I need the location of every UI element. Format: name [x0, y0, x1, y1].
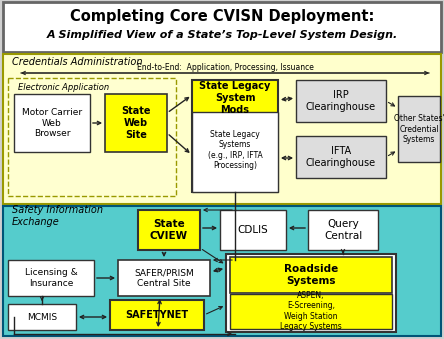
Bar — [192, 112, 278, 192]
Text: Credentials Administration: Credentials Administration — [12, 57, 143, 67]
Text: A Simplified View of a State’s Top-Level System Design.: A Simplified View of a State’s Top-Level… — [46, 30, 398, 40]
Bar — [230, 257, 392, 293]
Bar — [3, 206, 441, 336]
Text: State
Web
Site: State Web Site — [121, 106, 151, 140]
Bar — [138, 210, 200, 250]
Bar — [3, 2, 441, 52]
Bar — [14, 94, 90, 152]
Text: State
CVIEW: State CVIEW — [150, 219, 188, 241]
Bar — [3, 54, 441, 204]
Text: Query
Central: Query Central — [324, 219, 362, 241]
Text: Safety Information
Exchange: Safety Information Exchange — [12, 205, 103, 227]
Bar — [8, 304, 76, 330]
Text: CDLIS: CDLIS — [238, 225, 268, 235]
Text: IFTA
Clearinghouse: IFTA Clearinghouse — [306, 146, 376, 168]
Text: Licensing &
Insurance: Licensing & Insurance — [24, 268, 77, 288]
Bar — [308, 210, 378, 250]
Bar — [230, 294, 392, 329]
Text: State Legacy
System
Mods: State Legacy System Mods — [199, 81, 271, 115]
Text: Roadside
Systems: Roadside Systems — [284, 264, 338, 286]
Text: End-to-End:  Application, Processing, Issuance: End-to-End: Application, Processing, Iss… — [137, 63, 313, 73]
Text: Completing Core CVISN Deployment:: Completing Core CVISN Deployment: — [70, 8, 374, 23]
Bar — [118, 260, 210, 296]
Bar — [296, 80, 386, 122]
Bar — [105, 94, 167, 152]
Bar — [8, 78, 176, 196]
Bar — [192, 80, 278, 192]
Text: IRP
Clearinghouse: IRP Clearinghouse — [306, 90, 376, 112]
Text: SAFER/PRISM
Central Site: SAFER/PRISM Central Site — [134, 268, 194, 288]
Bar — [226, 254, 396, 332]
Text: State Legacy
Systems
(e.g., IRP, IFTA
Processing): State Legacy Systems (e.g., IRP, IFTA Pr… — [208, 130, 262, 170]
Bar — [8, 260, 94, 296]
Text: Electronic Application: Electronic Application — [18, 82, 109, 92]
Text: MCMIS: MCMIS — [27, 313, 57, 321]
Text: SAFETYNET: SAFETYNET — [126, 310, 189, 320]
Bar — [296, 136, 386, 178]
Text: Motor Carrier
Web
Browser: Motor Carrier Web Browser — [22, 108, 82, 138]
Bar — [398, 96, 440, 162]
Text: ASPEN,
E-Screening,
Weigh Station
Legacy Systems: ASPEN, E-Screening, Weigh Station Legacy… — [280, 291, 342, 331]
Text: Other States'
Credential
Systems: Other States' Credential Systems — [394, 114, 444, 144]
Bar — [110, 300, 204, 330]
Bar — [220, 210, 286, 250]
